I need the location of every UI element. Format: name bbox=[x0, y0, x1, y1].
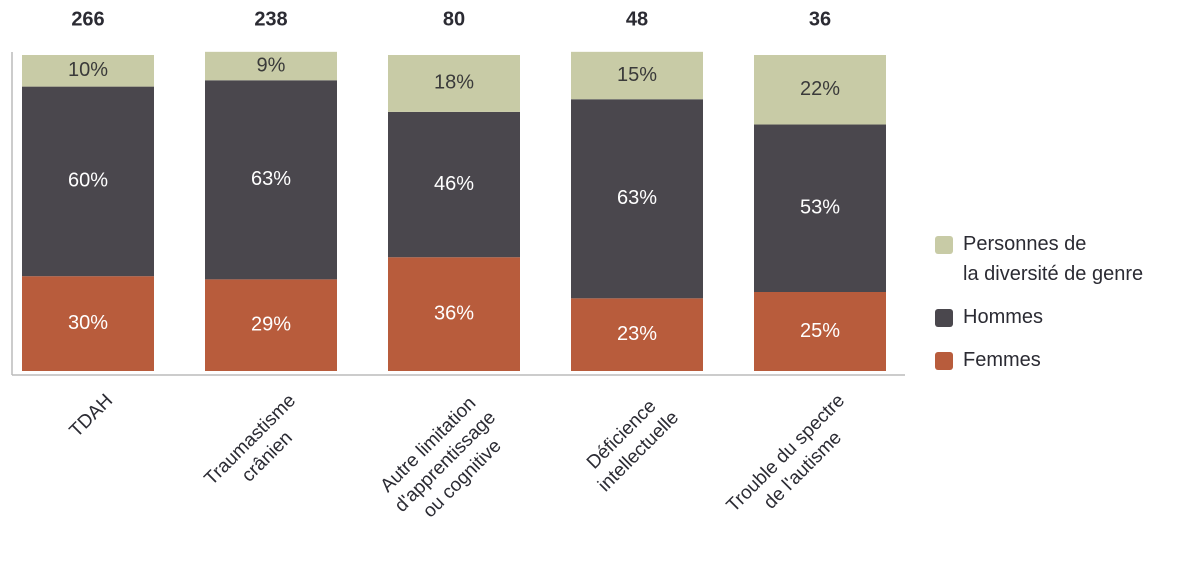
bar-segment bbox=[22, 276, 154, 371]
legend-swatch bbox=[935, 352, 953, 370]
value-label: 18% bbox=[434, 72, 474, 94]
bar-segment bbox=[754, 55, 886, 125]
x-tick-label-line: TDAH bbox=[66, 390, 117, 441]
legend-swatch bbox=[935, 309, 953, 327]
value-label: 63% bbox=[617, 187, 657, 209]
value-label: 23% bbox=[617, 323, 657, 345]
value-label: 30% bbox=[68, 312, 108, 334]
x-tick-label: TDAH bbox=[66, 390, 117, 441]
x-tick-label: Trouble du spectrede l'autisme bbox=[723, 390, 866, 533]
bar-segment bbox=[22, 86, 154, 277]
value-label: 63% bbox=[251, 168, 291, 190]
value-label: 25% bbox=[800, 320, 840, 342]
total-label: 80 bbox=[443, 8, 465, 30]
x-tick-label-group: Trouble du spectrede l'autisme bbox=[723, 390, 866, 533]
x-tick-label-group: Traumastismecrânien bbox=[201, 390, 317, 506]
value-label: 10% bbox=[68, 59, 108, 81]
legend-label-line: la diversité de genre bbox=[963, 263, 1143, 285]
x-tick-label-group: Déficienceintellectuelle bbox=[577, 390, 683, 496]
x-tick-label-group: TDAH bbox=[66, 390, 117, 441]
legend-label: Hommes bbox=[963, 306, 1043, 328]
value-label: 46% bbox=[434, 173, 474, 195]
total-label: 36 bbox=[809, 8, 831, 30]
total-label: 238 bbox=[254, 8, 287, 30]
legend-label-line: Hommes bbox=[963, 306, 1043, 328]
value-label: 29% bbox=[251, 313, 291, 335]
bar-segment bbox=[571, 298, 703, 371]
value-label: 9% bbox=[257, 54, 286, 76]
legend-swatch bbox=[935, 236, 953, 254]
bar-segment bbox=[388, 55, 520, 112]
bar-segment bbox=[571, 51, 703, 100]
x-tick-label: Déficienceintellectuelle bbox=[577, 390, 683, 496]
total-label: 266 bbox=[71, 8, 104, 30]
x-tick-label: Traumastismecrânien bbox=[201, 390, 317, 506]
bar-segment bbox=[205, 279, 337, 371]
x-tick-label: Autre limitationd'apprentissageou cognit… bbox=[374, 390, 517, 533]
bar-segment bbox=[388, 257, 520, 371]
bar-segment bbox=[388, 111, 520, 258]
bar-segment bbox=[571, 99, 703, 299]
legend-label: Personnes de la diversité de genre bbox=[963, 233, 1143, 285]
value-label: 15% bbox=[617, 64, 657, 86]
legend-label-line: Personnes de bbox=[963, 233, 1086, 255]
bar-segment bbox=[22, 55, 154, 87]
bar-segment bbox=[754, 124, 886, 293]
x-tick-label-group: Autre limitationd'apprentissageou cognit… bbox=[374, 390, 517, 533]
bar-segment bbox=[205, 51, 337, 81]
legend-label: Femmes bbox=[963, 349, 1041, 371]
value-label: 53% bbox=[800, 197, 840, 219]
legend-label-line: Femmes bbox=[963, 349, 1041, 371]
value-label: 60% bbox=[68, 170, 108, 192]
total-label: 48 bbox=[626, 8, 648, 30]
value-label: 22% bbox=[800, 78, 840, 100]
value-label: 36% bbox=[434, 302, 474, 324]
bar-segment bbox=[205, 80, 337, 280]
bar-segment bbox=[754, 292, 886, 371]
